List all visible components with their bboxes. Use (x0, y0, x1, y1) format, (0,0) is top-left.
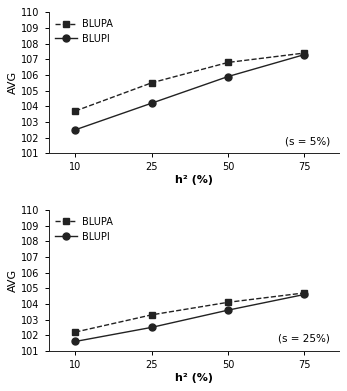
X-axis label: h² (%): h² (%) (175, 373, 213, 383)
BLUPI (302, 292, 306, 297)
X-axis label: h² (%): h² (%) (175, 175, 213, 185)
BLUPA (302, 291, 306, 295)
Line: BLUPI: BLUPI (72, 291, 308, 345)
Legend: BLUPA, BLUPI: BLUPA, BLUPI (53, 215, 115, 244)
Line: BLUPA: BLUPA (72, 289, 308, 335)
BLUPI (302, 52, 306, 57)
BLUPA (150, 312, 154, 317)
BLUPI (150, 101, 154, 106)
BLUPA (150, 81, 154, 85)
Text: (s = 25%): (s = 25%) (278, 334, 330, 344)
Text: (s = 5%): (s = 5%) (285, 136, 330, 146)
BLUPA (302, 51, 306, 56)
BLUPI (73, 127, 77, 132)
Line: BLUPI: BLUPI (72, 51, 308, 133)
BLUPI (150, 325, 154, 330)
BLUPI (226, 74, 230, 79)
Y-axis label: AVG: AVG (8, 71, 18, 94)
Y-axis label: AVG: AVG (8, 269, 18, 292)
Line: BLUPA: BLUPA (72, 50, 308, 115)
BLUPA (73, 109, 77, 113)
BLUPI (73, 339, 77, 344)
BLUPA (73, 330, 77, 334)
BLUPA (226, 60, 230, 65)
BLUPA (226, 300, 230, 305)
BLUPI (226, 308, 230, 312)
Legend: BLUPA, BLUPI: BLUPA, BLUPI (53, 17, 115, 46)
